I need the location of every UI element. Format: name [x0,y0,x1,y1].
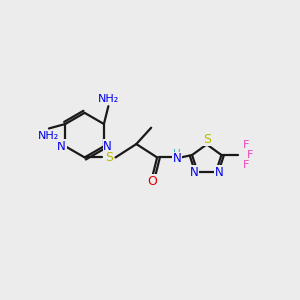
Text: H: H [173,149,181,159]
Text: F: F [243,160,249,170]
Text: NH₂: NH₂ [38,131,60,142]
Text: O: O [148,175,158,188]
Text: S: S [105,151,113,164]
Text: N: N [190,166,199,179]
Text: N: N [215,166,224,179]
Text: NH₂: NH₂ [98,94,119,104]
Text: F: F [247,150,254,160]
Text: N: N [103,140,112,153]
Text: N: N [173,152,182,165]
Text: F: F [243,140,249,150]
Text: N: N [57,140,66,153]
Text: S: S [203,133,211,146]
